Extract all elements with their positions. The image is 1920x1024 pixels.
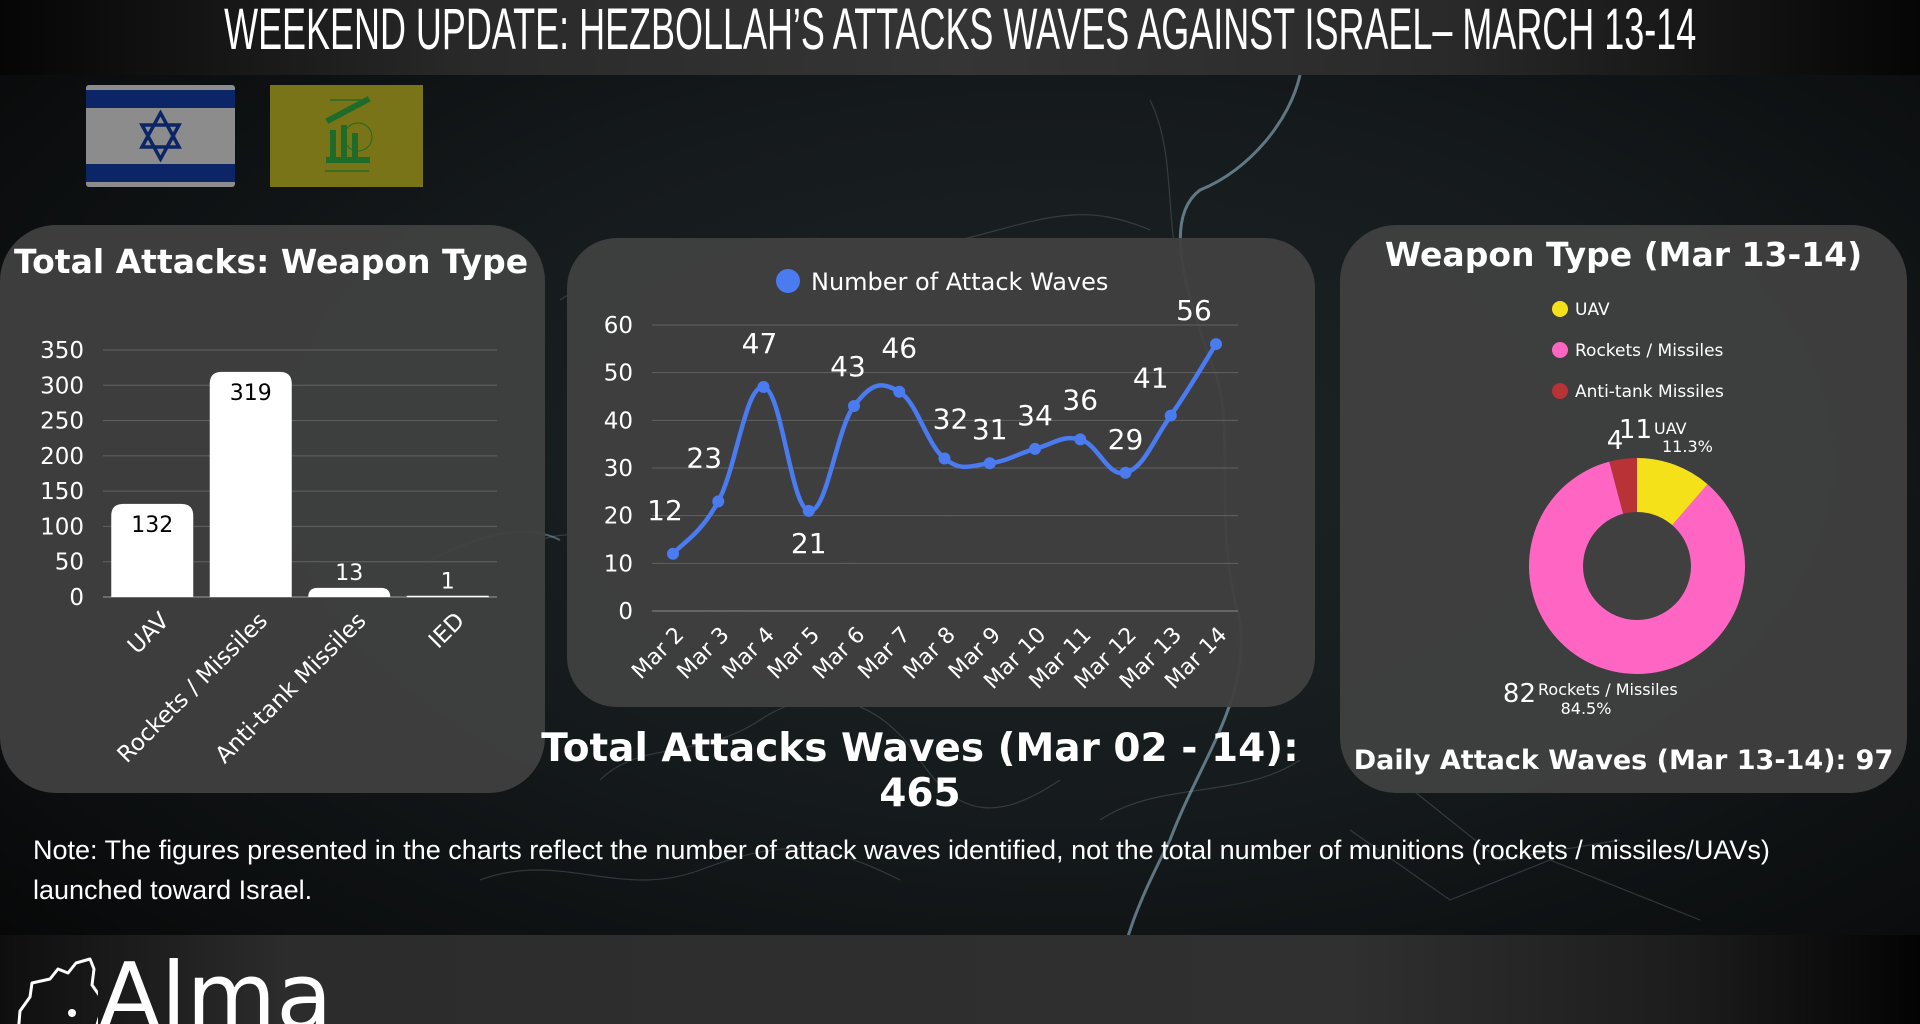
y-axis-tick: 350 xyxy=(40,338,84,364)
data-point-value: 31 xyxy=(972,413,1008,446)
data-point xyxy=(1210,338,1222,351)
data-point xyxy=(802,504,815,517)
data-point xyxy=(938,452,951,465)
alma-logo-text: Alma xyxy=(98,943,333,1024)
bar-value-label: 319 xyxy=(230,381,272,406)
y-axis-tick: 100 xyxy=(40,514,84,540)
data-point-value: 36 xyxy=(1062,383,1098,416)
data-point-value: 46 xyxy=(881,332,917,365)
y-axis-tick: 40 xyxy=(604,408,633,434)
data-point-value: 12 xyxy=(647,494,683,527)
y-axis-tick: 200 xyxy=(40,444,84,470)
data-point-value: 43 xyxy=(830,350,866,383)
donut-chart-title: Weapon Type (Mar 13-14) xyxy=(1384,235,1863,274)
y-axis-tick: 60 xyxy=(604,313,633,339)
y-axis-tick: 250 xyxy=(40,409,84,435)
y-axis-tick: 0 xyxy=(69,585,84,611)
daily-attack-waves-total: Daily Attack Waves (Mar 13-14): 97 xyxy=(1353,745,1894,776)
data-point-value: 47 xyxy=(742,327,778,360)
bar xyxy=(308,587,391,597)
rockets-value: 82 xyxy=(1503,679,1536,709)
total-attack-waves: Total Attacks Waves (Mar 02 - 14): 465 xyxy=(540,726,1300,816)
bar xyxy=(209,371,292,597)
legend-label: Rockets / Missiles xyxy=(1575,341,1724,361)
bar xyxy=(111,503,194,597)
rockets-label: Rockets / Missiles xyxy=(1538,680,1678,699)
y-axis-tick: 30 xyxy=(604,456,633,482)
legend-swatch-icon xyxy=(1552,383,1568,399)
data-point-value: 32 xyxy=(933,402,969,435)
legend-dot-icon xyxy=(776,269,800,293)
bar-chart-title: Total Attacks: Weapon Type xyxy=(14,242,529,281)
uav-value: 11 xyxy=(1619,415,1652,445)
uav-label: UAV xyxy=(1654,419,1687,438)
legend-label: UAV xyxy=(1575,300,1610,320)
alma-map-logo-icon xyxy=(17,957,98,1024)
line-legend-label: Number of Attack Waves xyxy=(811,268,1108,296)
total-attack-waves-value: 465 xyxy=(879,771,961,816)
data-point xyxy=(848,400,860,413)
uav-percent: 11.3% xyxy=(1662,437,1713,456)
x-axis-category-label: UAV xyxy=(123,608,175,660)
y-axis-tick: 50 xyxy=(604,361,633,387)
data-point xyxy=(667,547,679,560)
footer-bar: Alma xyxy=(0,935,1920,1024)
legend-swatch-icon xyxy=(1552,301,1568,317)
data-point-value: 34 xyxy=(1017,399,1053,432)
data-point-value: 56 xyxy=(1176,294,1212,327)
data-point-value: 23 xyxy=(686,441,722,474)
data-point-value: 21 xyxy=(791,527,827,560)
header-bar: WEEKEND UPDATE: HEZBOLLAH’S ATTACKS WAVE… xyxy=(0,0,1920,75)
total-attack-waves-label: Total Attacks Waves (Mar 02 - 14): xyxy=(541,726,1299,771)
data-point-value: 29 xyxy=(1108,423,1144,456)
attack-waves-line-panel xyxy=(567,238,1315,707)
data-point xyxy=(1119,466,1132,479)
y-axis-tick: 150 xyxy=(40,479,84,505)
bar-value-label: 1 xyxy=(441,569,455,594)
y-axis-tick: 300 xyxy=(40,373,84,399)
y-axis-tick: 20 xyxy=(604,504,633,530)
legend-label: Anti-tank Missiles xyxy=(1575,382,1724,402)
y-axis-tick: 50 xyxy=(55,550,84,576)
bar-value-label: 13 xyxy=(335,561,363,586)
data-point xyxy=(757,380,770,393)
data-point xyxy=(1029,442,1041,455)
y-axis-tick: 10 xyxy=(604,551,633,577)
bar-value-label: 132 xyxy=(131,513,173,538)
y-axis-tick: 0 xyxy=(618,599,633,625)
data-point xyxy=(893,385,906,398)
hezbollah-flag-icon xyxy=(270,85,423,187)
methodology-note: Note: The figures presented in the chart… xyxy=(33,835,1770,905)
antitank-value: 4 xyxy=(1607,426,1624,456)
data-point xyxy=(1074,433,1087,446)
data-point xyxy=(1164,409,1177,422)
x-axis-category-label: IED xyxy=(424,608,470,654)
page-title: WEEKEND UPDATE: HEZBOLLAH’S ATTACKS WAVE… xyxy=(223,0,1697,62)
data-point xyxy=(983,457,996,470)
data-point-value: 41 xyxy=(1133,362,1169,395)
israel-flag-icon xyxy=(86,85,235,187)
rockets-percent: 84.5% xyxy=(1561,699,1612,718)
data-point xyxy=(712,495,725,508)
legend-swatch-icon xyxy=(1552,342,1568,358)
